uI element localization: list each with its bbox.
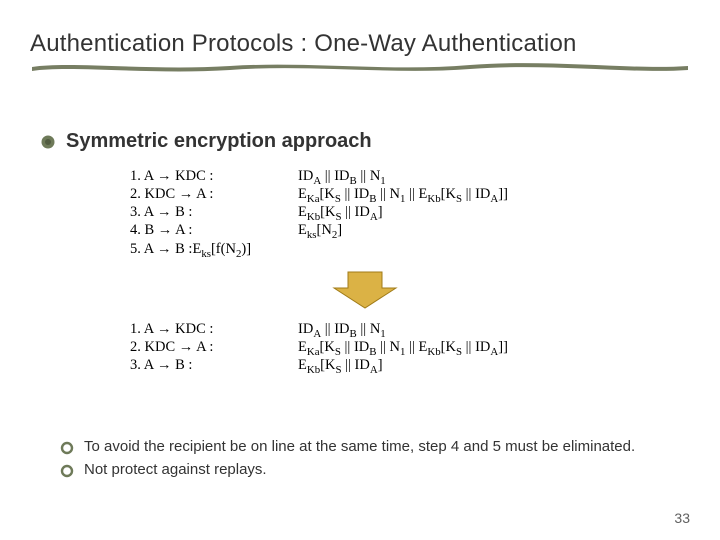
step-rhs: EKb[KS || IDA]: [298, 203, 680, 221]
slide: Authentication Protocols : One-Way Authe…: [0, 0, 720, 540]
disc-bullet-inner: [45, 139, 51, 145]
ring-bullet-icon: [60, 464, 74, 478]
step-rhs: [298, 240, 680, 258]
note-text: Not protect against replays.: [84, 461, 267, 480]
title-band: Authentication Protocols : One-Way Authe…: [0, 30, 720, 78]
down-arrow: [330, 270, 680, 310]
slide-title: Authentication Protocols : One-Way Authe…: [30, 30, 690, 58]
step-lhs: 5. A → B :Eks[f(N2)]: [130, 240, 290, 258]
step-lhs: 2. KDC → A :: [130, 338, 290, 356]
step-rhs: EKa[KS || IDB || N1 || EKb[KS || IDA]]: [298, 185, 680, 203]
brush-underline-svg: [30, 60, 690, 74]
note-row: To avoid the recipient be on line at the…: [60, 438, 680, 457]
down-arrow-fill: [334, 272, 396, 308]
brush-stroke: [32, 63, 688, 71]
step-rhs: IDA || IDB || N1: [298, 167, 680, 185]
section-heading-row: Symmetric encryption approach: [40, 130, 680, 153]
disc-bullet-svg: [40, 134, 56, 150]
steps-block-a: 1. A → KDC : IDA || IDB || N1 2. KDC → A :…: [130, 167, 680, 258]
step-rhs: Eks[N2]: [298, 221, 680, 239]
note-text: To avoid the recipient be on line at the…: [84, 438, 635, 457]
step-lhs: 2. KDC → A :: [130, 185, 290, 203]
step-lhs: 3. A → B :: [130, 356, 290, 374]
notes: To avoid the recipient be on line at the…: [60, 434, 680, 480]
page-number: 33: [674, 510, 690, 526]
ring-bullet-svg: [60, 464, 74, 478]
step-rhs: IDA || IDB || N1: [298, 320, 680, 338]
step-rhs: EKa[KS || IDB || N1 || EKb[KS || IDA]]: [298, 338, 680, 356]
ring-bullet-svg: [60, 441, 74, 455]
ring-bullet-circle: [62, 443, 72, 453]
ring-bullet-circle: [62, 466, 72, 476]
section: Symmetric encryption approach 1. A → KDC…: [40, 130, 680, 374]
down-arrow-svg: [330, 270, 400, 310]
step-lhs: 1. A → KDC :: [130, 320, 290, 338]
section-title: Symmetric encryption approach: [66, 130, 372, 153]
step-lhs: 1. A → KDC :: [130, 167, 290, 185]
step-lhs: 4. B → A :: [130, 221, 290, 239]
step-lhs: 3. A → B :: [130, 203, 290, 221]
note-row: Not protect against replays.: [60, 461, 680, 480]
step-rhs: EKb[KS || IDA]: [298, 356, 680, 374]
steps-area: 1. A → KDC : IDA || IDB || N1 2. KDC → A :…: [130, 167, 680, 374]
ring-bullet-icon: [60, 441, 74, 455]
disc-bullet-icon: [40, 134, 56, 150]
steps-block-b: 1. A → KDC : IDA || IDB || N1 2. KDC → A :…: [130, 320, 680, 374]
brush-underline: [30, 60, 690, 74]
